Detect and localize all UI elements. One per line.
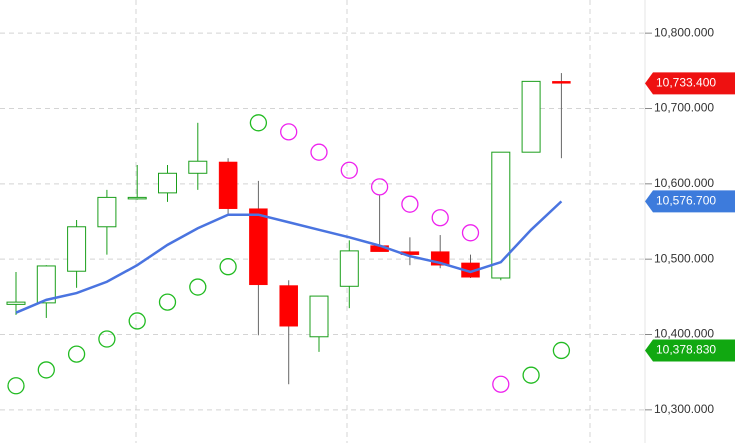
price-badge — [645, 72, 735, 95]
candle-body — [552, 81, 571, 84]
price-badge-label: 10,576.700 — [656, 194, 716, 208]
y-tick-label: 10,600.000 — [654, 176, 714, 190]
sar-point — [492, 375, 510, 393]
sar-point — [310, 143, 328, 161]
sar-point — [461, 224, 480, 242]
price-badge — [645, 339, 735, 362]
candle-body — [218, 161, 238, 209]
y-tick-label: 10,300.000 — [654, 402, 714, 416]
candle-body — [491, 151, 511, 279]
y-tick-label: 10,500.000 — [654, 251, 714, 265]
price-badge-label: 10,733.400 — [656, 75, 716, 89]
candle-body — [97, 196, 117, 228]
candle-body — [158, 172, 177, 194]
sar-point — [7, 377, 25, 395]
sar-point — [370, 178, 389, 196]
y-tick-label: 10,700.000 — [654, 101, 714, 115]
sar-point — [158, 293, 177, 311]
price-badge-label: 10,378.830 — [656, 343, 716, 357]
candle-body — [249, 208, 268, 286]
candle-body — [6, 301, 26, 305]
sar-point — [37, 361, 55, 379]
sar-point — [98, 330, 116, 348]
y-tick-label: 10,800.000 — [654, 25, 714, 39]
candle-body — [67, 226, 87, 272]
sar-point — [552, 341, 571, 360]
sar-point — [340, 161, 358, 179]
sar-point — [249, 114, 268, 132]
sar-point — [128, 312, 146, 330]
candle-body — [188, 160, 208, 174]
price-badge — [645, 190, 735, 213]
y-tick-label: 10,400.000 — [654, 327, 714, 341]
candle-body — [36, 265, 56, 304]
candle-body — [279, 285, 298, 327]
sar-point — [401, 195, 419, 213]
sar-point — [67, 345, 86, 363]
sar-point — [522, 366, 540, 384]
sar-point — [280, 123, 298, 141]
candle-body — [309, 295, 329, 338]
candle-body — [127, 196, 147, 200]
sar-point — [219, 258, 237, 276]
sar-point — [431, 209, 449, 227]
sar-point — [189, 278, 207, 296]
candle-body — [521, 80, 541, 153]
moving-average-line — [15, 200, 563, 314]
candle-body — [339, 250, 359, 287]
